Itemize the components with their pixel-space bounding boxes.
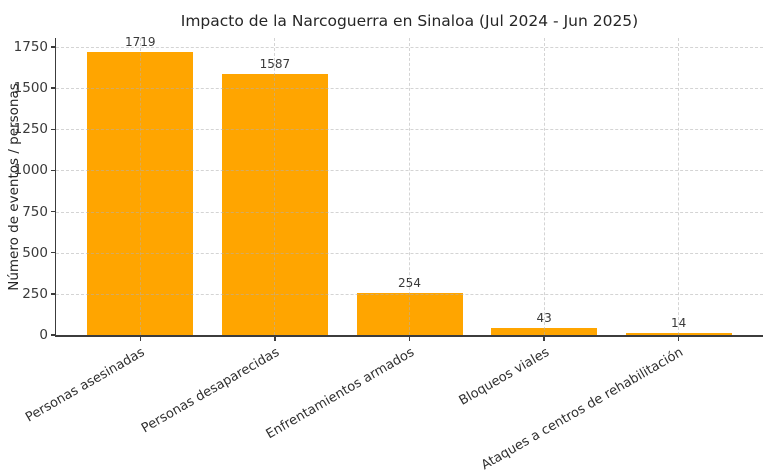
x-axis-spine — [54, 335, 763, 337]
x-tick-mark — [677, 336, 680, 341]
x-axis: Personas asesinadas Personas desaparecida… — [24, 38, 763, 473]
chart-title: Impacto de la Narcoguerra en Sinaloa (Ju… — [180, 12, 639, 30]
x-tick-mark — [408, 336, 411, 341]
x-tick-mark — [139, 336, 142, 341]
y-tick-label: 1000 — [13, 162, 48, 179]
y-tick-mark — [51, 169, 56, 172]
y-tick-label: 1750 — [13, 39, 48, 56]
x-tick-label: Bloqueos viales — [456, 345, 552, 409]
y-tick-mark — [51, 251, 56, 254]
grid-layer — [56, 38, 763, 335]
y-tick-label: 750 — [22, 203, 48, 220]
y-tick-mark — [51, 334, 56, 336]
v-gridline — [139, 38, 141, 335]
y-tick-mark — [51, 128, 56, 131]
x-tick-label: Enfrentamientos armados — [263, 345, 417, 443]
y-tick-mark — [51, 293, 56, 295]
x-tick-mark — [543, 336, 545, 341]
v-gridline — [678, 38, 680, 335]
y-tick-label: 1250 — [13, 121, 48, 138]
y-tick-label: 250 — [22, 285, 48, 302]
y-axis-spine — [54, 38, 56, 335]
y-tick-label: 0 — [39, 327, 48, 343]
y-tick-mark — [51, 210, 56, 213]
y-tick-mark — [51, 46, 56, 48]
y-tick-label: 1500 — [13, 80, 48, 97]
v-gridline — [543, 38, 545, 335]
x-tick-mark — [274, 336, 276, 341]
plot-area: 1719 1587 254 43 14 Personas asesinadas Perso… — [24, 35, 763, 473]
x-tick-label: Personas asesinadas — [23, 345, 148, 426]
y-tick-mark — [51, 87, 56, 89]
v-gridline — [409, 38, 410, 335]
x-tick-label: Personas desaparecidas — [139, 345, 283, 437]
y-tick-label: 500 — [22, 244, 48, 261]
v-gridline — [274, 38, 276, 335]
